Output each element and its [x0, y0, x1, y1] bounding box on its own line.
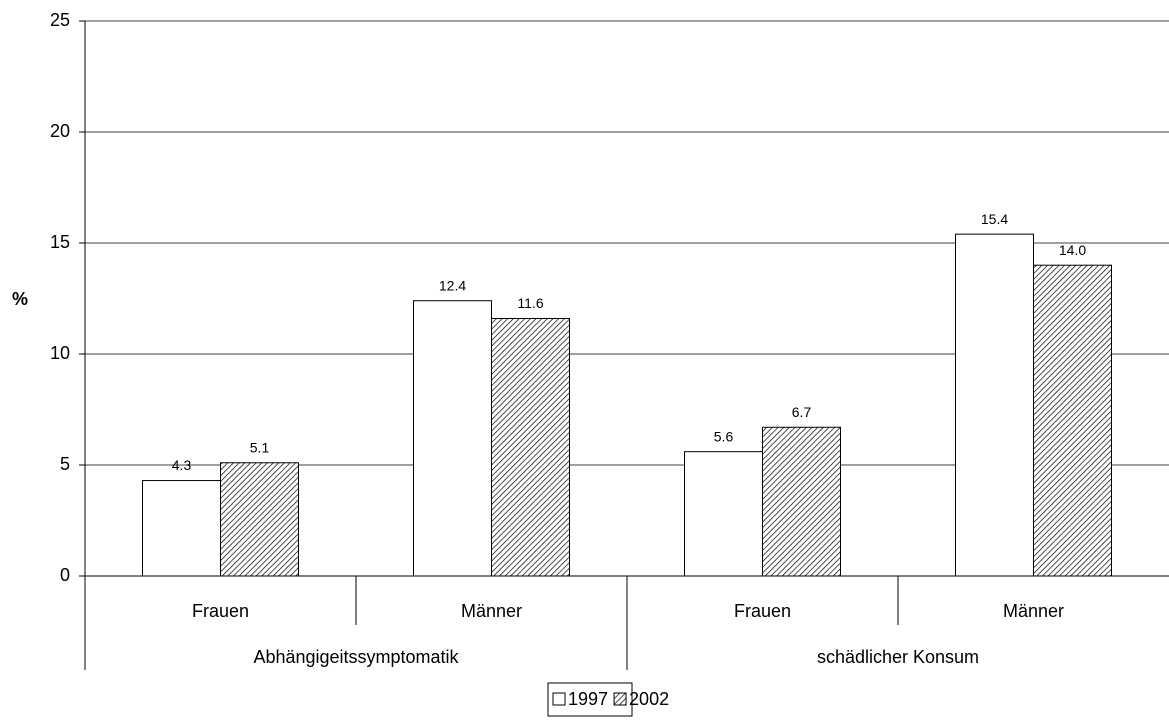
bar	[491, 317, 570, 577]
bar	[955, 233, 1034, 577]
y-tick-label: 15	[50, 232, 70, 252]
bar	[684, 451, 763, 577]
y-axis-label: %	[12, 289, 28, 309]
data-label: 5.1	[250, 439, 270, 455]
legend-label: 2002	[629, 689, 669, 709]
data-label: 11.6	[517, 295, 543, 311]
y-tick-label: 0	[60, 565, 70, 585]
data-label: 14.0	[1059, 242, 1086, 258]
x-tick-label: Frauen	[192, 601, 249, 621]
bar	[220, 462, 299, 577]
x-tick-label: Männer	[1003, 601, 1064, 621]
legend-swatch	[552, 692, 566, 706]
bar	[1033, 264, 1112, 577]
x-tick-label: Frauen	[734, 601, 791, 621]
bar	[762, 426, 841, 577]
legend-swatch	[613, 692, 627, 706]
x-tick-label: Männer	[461, 601, 522, 621]
bar	[413, 300, 492, 577]
data-label: 15.4	[981, 211, 1008, 227]
group-label: Abhängigeitssymptomatik	[253, 647, 459, 667]
y-tick-label: 5	[60, 454, 70, 474]
data-label: 12.4	[439, 277, 466, 293]
y-tick-label: 10	[50, 343, 70, 363]
group-label: schädlicher Konsum	[817, 647, 979, 667]
data-label: 6.7	[792, 404, 812, 420]
data-label: 4.3	[172, 457, 192, 473]
y-tick-label: 25	[50, 10, 70, 30]
y-tick-label: 20	[50, 121, 70, 141]
bar	[142, 480, 221, 577]
data-label: 5.6	[714, 428, 734, 444]
legend-label: 1997	[568, 689, 608, 709]
